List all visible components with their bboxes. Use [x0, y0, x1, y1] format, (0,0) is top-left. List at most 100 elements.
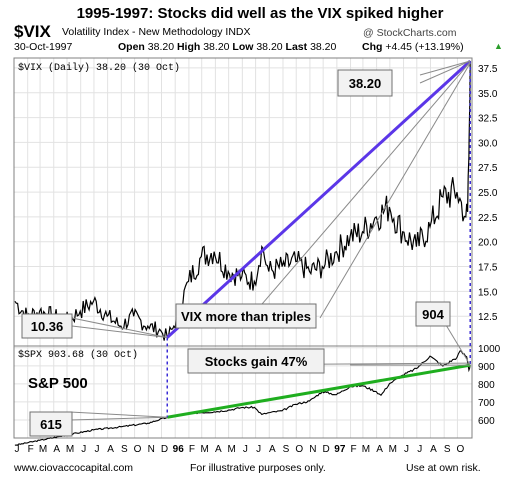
callout-pointer: [445, 324, 471, 366]
vix-y-tick-label: 32.5: [478, 114, 498, 125]
month-tick-label: O: [134, 444, 142, 455]
month-tick-label: S: [444, 444, 451, 455]
vix-y-tick-label: 15.0: [478, 287, 498, 298]
callout-pointer: [69, 411, 168, 418]
month-tick-label: J: [404, 444, 409, 455]
quote-values: Open 38.20 High 38.20 Low 38.20 Last 38.…: [118, 41, 336, 53]
spx-last-callout-box: [415, 301, 451, 327]
month-tick-label: O: [457, 444, 465, 455]
spx-y-tick-label: 900: [478, 362, 495, 373]
month-tick-label: D: [323, 444, 330, 455]
vix-y-tick-label: 17.5: [478, 263, 498, 274]
footer-website[interactable]: www.ciovaccocapital.com: [14, 462, 134, 474]
vix-y-tick-label: 20.0: [478, 238, 498, 249]
month-tick-label: S: [283, 444, 290, 455]
open-value: 38.20: [147, 41, 175, 53]
vix-y-tick-label: 12.5: [478, 312, 498, 323]
vix-legend: $VIX (Daily) 38.20 (30 Oct): [18, 62, 180, 74]
vix-price-line: [14, 60, 471, 341]
vix-trend-line: [166, 59, 472, 339]
month-tick-label: A: [53, 444, 60, 455]
spx-y-tick-label: 600: [478, 416, 495, 427]
month-tick-label: A: [269, 444, 276, 455]
chg-value: +4.45 (+13.19%): [385, 41, 464, 53]
spx-low-callout-box: [29, 411, 73, 437]
month-tick-label: M: [227, 444, 235, 455]
vix-low-callout-box: [21, 313, 73, 339]
change-value: Chg +4.45 (+13.19%): [362, 41, 464, 53]
high-label: High: [176, 41, 201, 53]
callout-pointer: [319, 62, 471, 319]
spx-panel-frame: [13, 345, 473, 439]
low-value: 38.20: [256, 41, 283, 53]
spx-panel-label: S&P 500: [28, 375, 88, 392]
callout-pointer: [71, 325, 168, 338]
month-tick-label: S: [121, 444, 128, 455]
brand-label: @ StockCharts.com: [363, 27, 457, 39]
month-tick-label: J: [417, 444, 422, 455]
month-tick-label: J: [94, 444, 99, 455]
month-tick-label: F: [28, 444, 34, 455]
vix-y-tick-label: 37.5: [478, 64, 498, 75]
month-tick-label: M: [389, 444, 397, 455]
spx-last-callout-text: 904: [422, 307, 444, 322]
vix-y-tick-label: 25.0: [478, 188, 498, 199]
month-tick-label: A: [430, 444, 437, 455]
vix-y-tick-label: 30.0: [478, 138, 498, 149]
vix-triples-callout-box: [175, 303, 317, 329]
vix-y-tick-label: 22.5: [478, 213, 498, 224]
callout-pointer: [249, 61, 471, 319]
month-tick-label: M: [39, 444, 47, 455]
spx-trend-line: [167, 363, 471, 419]
month-tick-label: M: [201, 444, 209, 455]
month-tick-label: F: [189, 444, 195, 455]
low-label: Low: [232, 41, 254, 53]
month-tick-label: D: [161, 444, 168, 455]
spx-legend: $SPX 903.68 (30 Oct): [18, 349, 138, 361]
callout-pointer: [419, 60, 471, 84]
month-tick-label: M: [66, 444, 74, 455]
high-value: 38.20: [203, 41, 230, 53]
month-tick-label: F: [350, 444, 356, 455]
spx-gain-callout-text: Stocks gain 47%: [205, 354, 308, 369]
footer-disclaimer: For illustrative purposes only.: [190, 462, 326, 474]
vix-last-callout-box: [337, 69, 393, 97]
up-arrow-icon: ▲: [494, 41, 503, 51]
vix-low-callout-text: 10.36: [31, 319, 64, 334]
spx-last-callout: 904: [415, 301, 451, 327]
month-tick-label: A: [376, 444, 383, 455]
instrument-name: Volatility Index - New Methodology INDX: [62, 26, 251, 38]
callout-pointer: [419, 60, 471, 76]
month-tick-label: J: [256, 444, 261, 455]
vix-triples-callout: VIX more than triples: [175, 303, 317, 329]
month-tick-label: N: [309, 444, 316, 455]
footer-risk: Use at own risk.: [406, 462, 481, 474]
chg-label: Chg: [362, 41, 383, 53]
month-tick-label: N: [148, 444, 155, 455]
ticker-symbol: $VIX: [14, 22, 51, 41]
spx-gain-callout-box: [187, 348, 325, 374]
quote-date: 30-Oct-1997: [14, 41, 73, 53]
month-tick-label: A: [215, 444, 222, 455]
vix-low-callout: 10.36: [21, 313, 73, 339]
last-value: 38.20: [310, 41, 337, 53]
vix-last-callout-text: 38.20: [349, 76, 382, 91]
callout-pointer: [71, 317, 168, 338]
vix-y-tick-label: 35.0: [478, 89, 498, 100]
callout-pointer: [69, 416, 168, 421]
vix-y-tick-label: 27.5: [478, 163, 498, 174]
open-label: Open: [118, 41, 145, 53]
spx-low-callout-text: 615: [40, 417, 62, 432]
chart-title: 1995-1997: Stocks did well as the VIX sp…: [76, 5, 444, 22]
spx-y-tick-label: 700: [478, 398, 495, 409]
vix-triples-callout-text: VIX more than triples: [181, 309, 311, 324]
spx-y-tick-label: 1000: [478, 344, 501, 355]
month-tick-label: J: [81, 444, 86, 455]
month-tick-label: A: [107, 444, 114, 455]
month-tick-label: J: [243, 444, 248, 455]
month-tick-label: 96: [173, 444, 185, 455]
month-tick-label: M: [362, 444, 370, 455]
vix-last-callout: 38.20: [337, 69, 393, 97]
spx-low-callout: 615: [29, 411, 73, 437]
